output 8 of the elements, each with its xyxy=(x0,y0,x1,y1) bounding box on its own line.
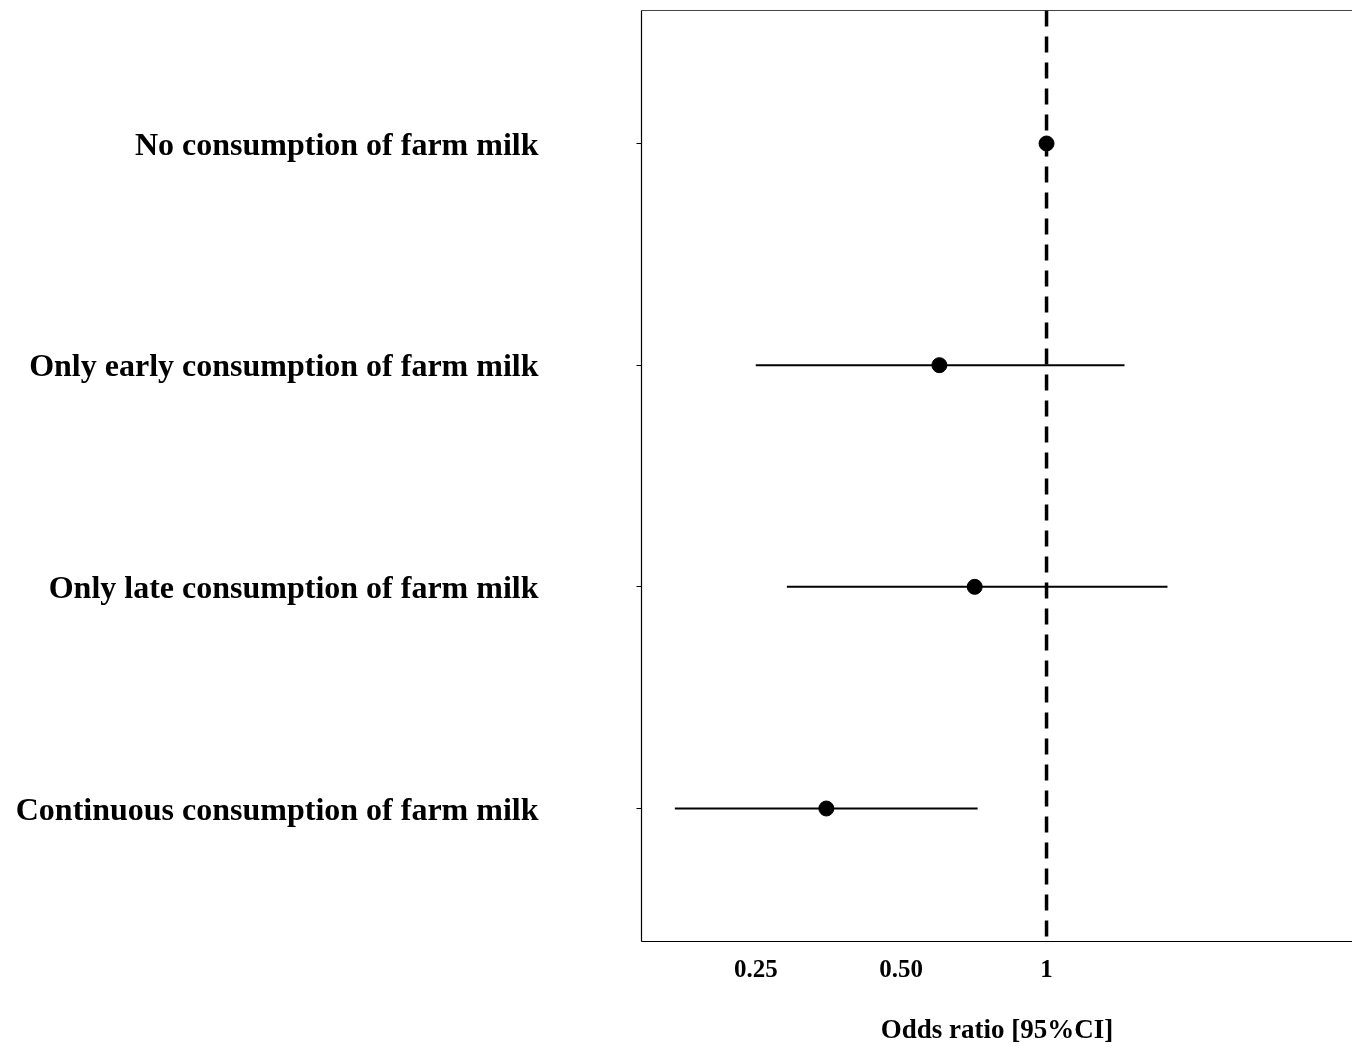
y-tick-label: Continuous consumption of farm milk xyxy=(15,790,539,827)
x-axis-title: Odds ratio [95%CI] xyxy=(880,1013,1114,1044)
y-tick-label: Only early consumption of farm milk xyxy=(29,347,539,384)
x-tick-label: 1 xyxy=(1040,954,1053,982)
y-tick-label: No consumption of farm milk xyxy=(134,125,539,162)
x-tick-label: 0.50 xyxy=(879,954,924,982)
x-tick-label: 0.25 xyxy=(733,954,778,982)
y-tick-label: Only late consumption of farm milk xyxy=(48,568,539,605)
